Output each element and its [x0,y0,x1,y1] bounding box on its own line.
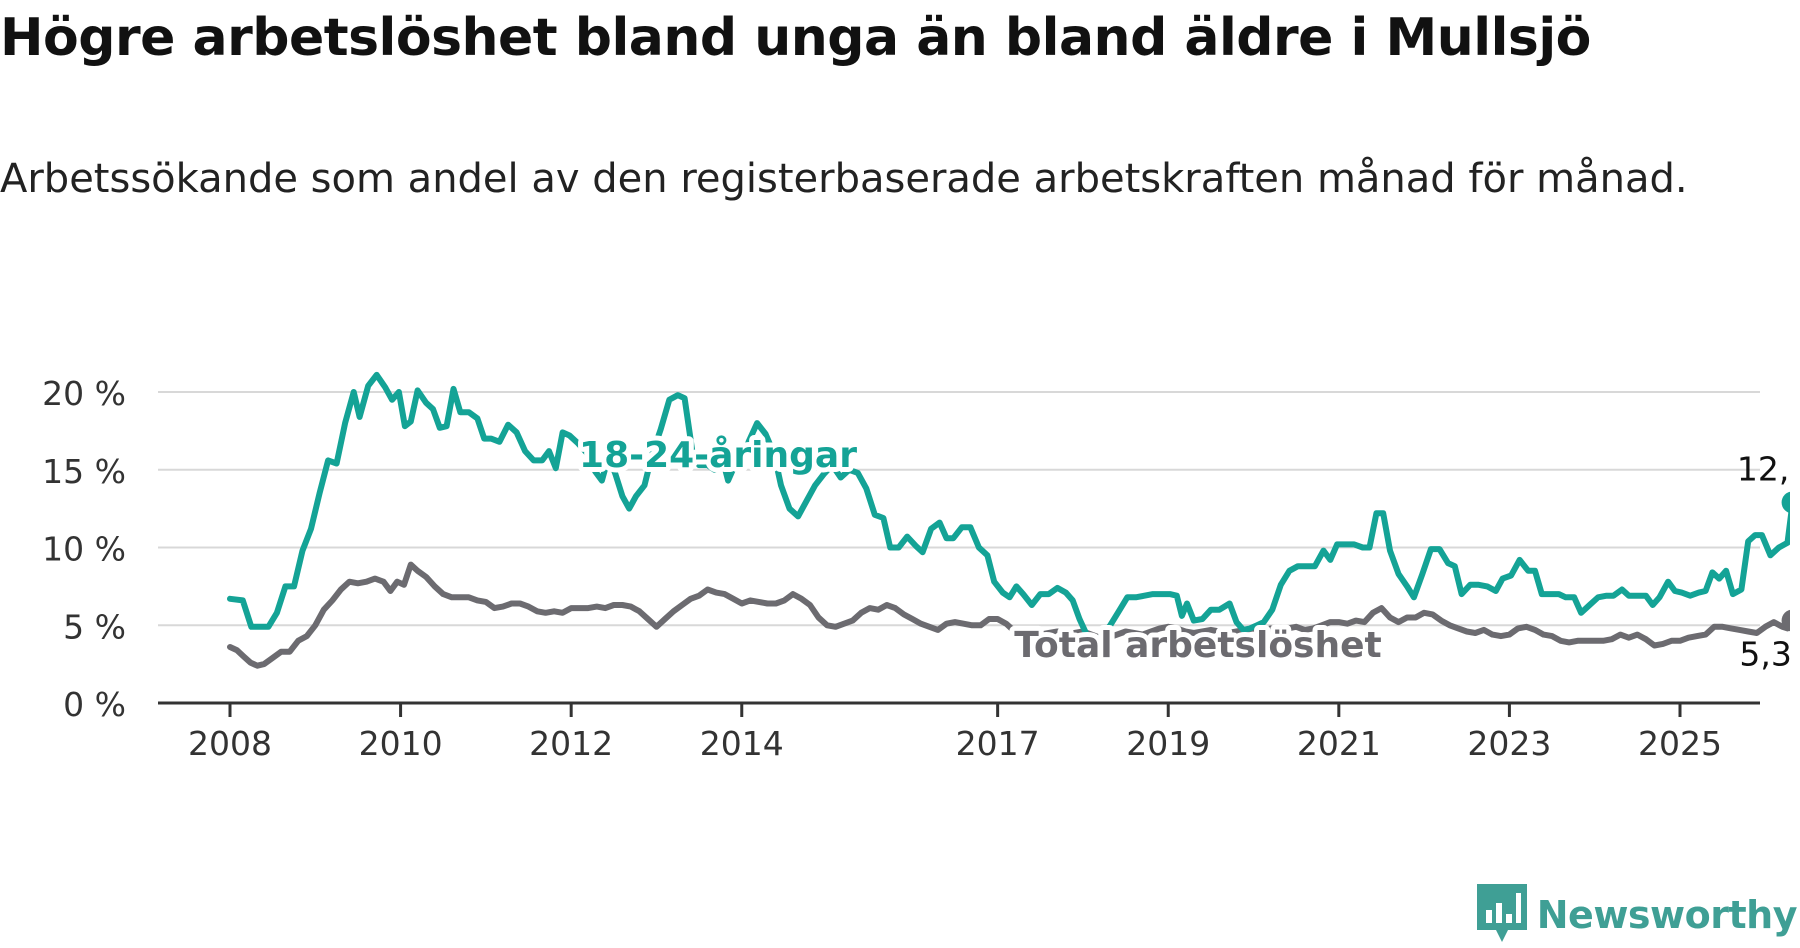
line-chart: 0 %5 %10 %15 %20 % 2008 2010 2012 2014 2017 2… [42,371,1790,763]
x-tick-label: 2023 [1467,724,1551,763]
y-tick-label: 0 % [63,685,126,724]
page-title: Högre arbetslöshet bland unga än bland ä… [0,8,1591,68]
x-tick-label: 2017 [956,724,1040,763]
x-tick-label: 2014 [700,724,784,763]
y-tick-label: 15 % [42,452,126,491]
series-lines [227,371,1790,669]
y-tick-label: 20 % [42,374,126,413]
x-tick-label: 2019 [1126,724,1210,763]
brand-logo: Newsworthy [1476,884,1798,946]
brand-name: Newsworthy [1536,893,1798,937]
x-tick-label: 2012 [529,724,613,763]
end-value-label-youth: 12,9 % [1737,449,1790,488]
end-point-total [1781,609,1790,632]
series-label-youth: 18-24-åringar [579,435,857,476]
x-tick-label: 2021 [1297,724,1381,763]
y-axis-labels: 0 % 5 % 10 % 15 % 20 % [42,374,126,724]
page-subtitle: Arbetssökande som andel av den registerb… [0,156,1688,202]
end-value-label-total: 5,3 % [1739,635,1790,674]
series-line-total [227,561,1790,669]
series-line-youth [227,371,1790,644]
y-tick-label: 10 % [42,530,126,569]
newsworthy-logo-icon [1476,884,1527,946]
x-axis: 2008 2010 2012 2014 2017 2019 2021 2023 2025 [158,701,1760,763]
y-gridlines [158,391,1760,627]
y-tick-label: 5 % [63,607,126,646]
end-point-youth [1781,491,1790,514]
series-label-total: Total arbetslöshet [1014,625,1382,666]
series-labels: 18-24-åringar Total arbetslöshet 12,9 % 5,3… [574,430,1790,678]
x-tick-label: 2010 [359,724,443,763]
x-tick-label: 2025 [1638,724,1722,763]
x-tick-label: 2008 [188,724,272,763]
